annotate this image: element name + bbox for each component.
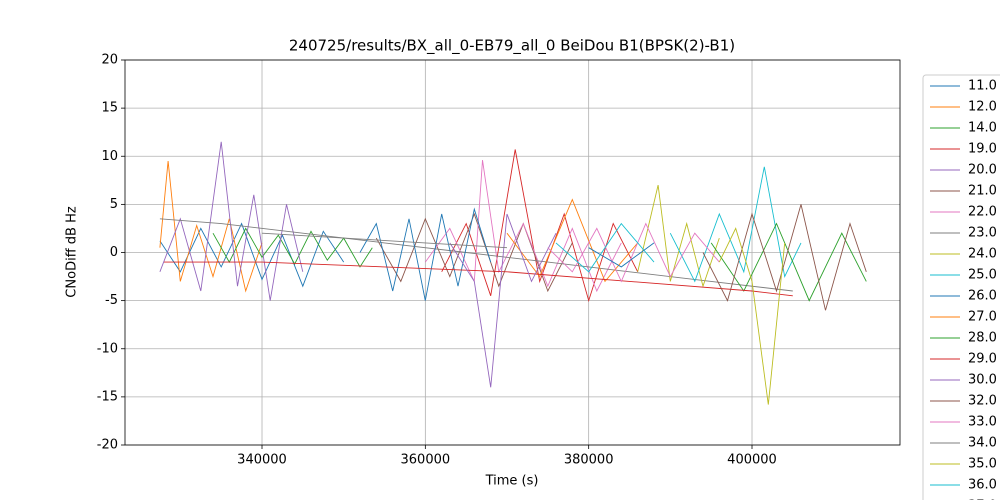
x-tick-label: 380000 bbox=[564, 453, 614, 468]
x-tick-label: 400000 bbox=[727, 453, 777, 468]
legend-label: 37.0 bbox=[968, 499, 997, 500]
series-line bbox=[261, 232, 508, 249]
y-tick-label: -20 bbox=[97, 438, 118, 453]
legend-label: 24.0 bbox=[968, 247, 997, 262]
series-line bbox=[506, 198, 639, 283]
legend-label: 25.0 bbox=[968, 268, 997, 283]
y-tick-label: 5 bbox=[110, 197, 118, 212]
legend-box bbox=[922, 74, 1000, 500]
series-line bbox=[359, 207, 492, 301]
series-line bbox=[637, 184, 720, 288]
series-line bbox=[424, 160, 622, 293]
chart-title: 240725/results/BX_all_0-EB79_all_0 BeiDo… bbox=[289, 37, 735, 56]
legend-label: 12.0 bbox=[968, 100, 997, 115]
legend-label: 29.0 bbox=[968, 352, 997, 367]
legend-label: 28.0 bbox=[968, 331, 997, 346]
legend-label: 11.0 bbox=[968, 79, 997, 94]
series-line bbox=[669, 166, 802, 283]
series-line bbox=[441, 149, 639, 303]
legend-label: 27.0 bbox=[968, 310, 997, 325]
y-tick-label: 0 bbox=[110, 245, 118, 260]
series-line bbox=[375, 212, 573, 293]
x-tick-label: 360000 bbox=[401, 453, 451, 468]
y-tick-label: -5 bbox=[105, 293, 118, 308]
series-line bbox=[588, 242, 655, 268]
legend-label: 30.0 bbox=[968, 373, 997, 388]
y-tick-label: 20 bbox=[101, 53, 118, 68]
y-tick-label: 10 bbox=[101, 149, 118, 164]
legend-label: 20.0 bbox=[968, 163, 997, 178]
legend-label: 14.0 bbox=[968, 121, 997, 136]
y-tick-label: -15 bbox=[97, 389, 118, 404]
legend-label: 32.0 bbox=[968, 394, 997, 409]
legend-label: 35.0 bbox=[968, 457, 997, 472]
series-line bbox=[159, 218, 793, 292]
x-axis-label: Time (s) bbox=[485, 474, 539, 489]
legend-label: 36.0 bbox=[968, 478, 997, 493]
x-tick-label: 340000 bbox=[237, 453, 287, 468]
series-line bbox=[449, 213, 557, 388]
plot-frame bbox=[124, 59, 901, 446]
series-line bbox=[159, 141, 304, 301]
series-line bbox=[212, 227, 373, 268]
series-line bbox=[547, 222, 720, 283]
legend-label: 21.0 bbox=[968, 184, 997, 199]
legend-label: 19.0 bbox=[968, 142, 997, 157]
legend: 11.0 12.0 14.0 19.0 20.0 21.0 22.0 23.0 24.0 25.0… bbox=[922, 74, 1000, 500]
legend-label: 22.0 bbox=[968, 205, 997, 220]
series-line bbox=[718, 227, 786, 405]
series-line bbox=[710, 222, 867, 302]
legend-label: 26.0 bbox=[968, 289, 997, 304]
series-line bbox=[555, 222, 655, 273]
series-line bbox=[702, 204, 867, 311]
y-tick-label: 15 bbox=[101, 101, 118, 116]
series-line bbox=[164, 261, 793, 297]
y-tick-label: -10 bbox=[97, 341, 118, 356]
legend-label: 33.0 bbox=[968, 415, 997, 430]
legend-label: 23.0 bbox=[968, 226, 997, 241]
y-axis-label: CNoDiff dB Hz bbox=[65, 206, 80, 298]
series-line bbox=[159, 222, 345, 288]
legend-label: 34.0 bbox=[968, 436, 997, 451]
series-line bbox=[159, 161, 263, 293]
